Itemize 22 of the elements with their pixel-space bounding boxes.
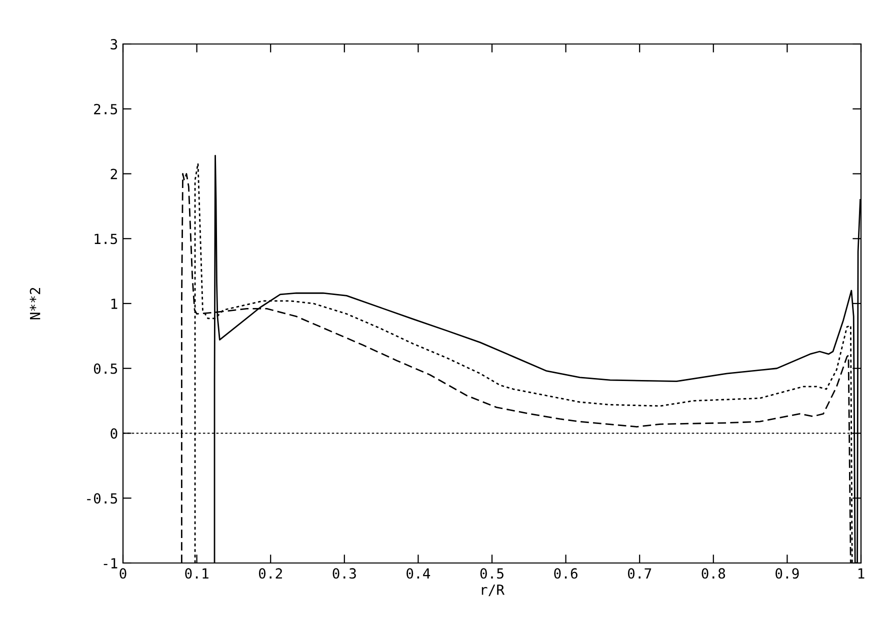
y-tick-label: 3 [110, 39, 118, 50]
x-tick-label: 0.9 [776, 568, 799, 579]
x-axis-title: r/R [482, 584, 505, 596]
x-tick-label: 0 [120, 568, 126, 579]
x-tick-label: 1 [858, 568, 864, 578]
x-tick-label: 0.5 [480, 568, 504, 579]
y-tick-label: 2 [110, 168, 117, 180]
x-tick-label: 0.6 [554, 568, 578, 579]
x-tick-label: 0.4 [406, 568, 430, 579]
x-tick-label: 0.2 [258, 568, 282, 579]
y-tick-label: 1 [111, 298, 118, 309]
y-tick-label: -0.5 [87, 493, 118, 504]
x-tick-label: 0.7 [628, 568, 652, 579]
y-tick-label: 1.5 [94, 234, 118, 244]
y-tick-label: 2.5 [94, 104, 118, 114]
x-tick-label: 0.8 [702, 568, 726, 579]
y-tick-label: 0.5 [94, 363, 118, 374]
y-tick-label: -1 [104, 558, 118, 568]
x-tick-label: 0.3 [332, 568, 356, 579]
y-axis-title: N**2 [30, 288, 40, 320]
y-tick-label: 0 [110, 428, 118, 439]
x-tick-label: 0.1 [185, 568, 208, 579]
